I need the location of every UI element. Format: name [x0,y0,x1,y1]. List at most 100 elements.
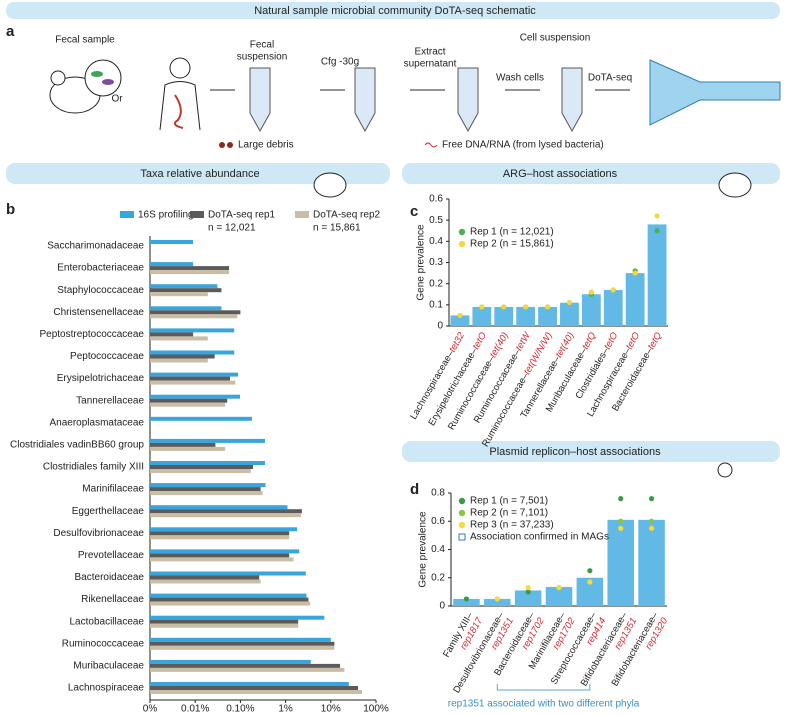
category-label: Marinifilaceae [82,484,144,495]
legend-label: Rep 1 (n = 12,021) [470,227,554,238]
label: Extract [414,47,445,58]
category-gene: tetQ [645,330,664,352]
bar [581,294,601,326]
bar [150,284,218,289]
bacterium [91,71,103,77]
y-tick-label: 0.4 [431,544,445,555]
label: Wash cells [496,73,544,84]
bar [150,663,341,668]
data-point [501,304,507,310]
category-label: Desulfovibrionaceae [53,528,144,539]
bar [150,465,253,469]
category-label: Ruminococcaceae [62,638,145,649]
data-point [610,287,616,293]
bar [150,659,311,664]
bar [607,519,634,606]
data-point [494,596,500,602]
y-tick-label: 0.1 [429,299,443,310]
mouse-ear [50,70,66,86]
label: Large debris [238,140,294,151]
bar [638,519,665,606]
legend-marker [458,228,466,236]
debris-icon [219,142,225,148]
category-label: Erysipelotrichaceae [57,373,145,384]
data-point [618,525,624,531]
gut [173,94,184,129]
panel-letter: d [410,481,419,498]
bar [150,469,251,473]
annotation: rep1351 associated with two different ph… [448,699,640,710]
bar [150,535,290,540]
bar [484,598,511,606]
bar [150,641,335,646]
bacterium [102,79,114,85]
data-point [648,496,655,502]
data-point [463,596,470,602]
category-label: Rikenellaceae [81,594,144,605]
data-point [587,579,593,585]
bar [150,557,294,562]
bar [453,598,480,606]
legend-marker [458,509,466,517]
y-tick-label: 0.5 [429,215,443,226]
legend-marker [458,240,466,248]
bar [150,442,216,447]
bar [516,306,536,326]
bar [150,446,226,451]
category-label: Lactobacillaceae [70,616,145,627]
bar [150,483,266,488]
data-point [648,518,655,524]
label: Fecal sample [55,35,115,46]
bar [150,690,362,694]
data-point [457,312,463,319]
bar [150,491,263,496]
bar [494,306,514,326]
category-label: Christensenellaceae [53,307,144,318]
legend-label: Rep 1 (n = 7,501) [470,496,548,507]
category-label: Peptococcaceae [70,351,144,362]
data-point [618,496,624,502]
y-tick-label: 0 [439,601,445,612]
mouse [313,172,347,198]
y-tick-label: 0.6 [431,516,445,527]
bar [150,531,290,536]
legend-label: Rep 3 (n = 37,233) [470,520,554,531]
bar [150,553,290,558]
bar [150,358,208,363]
category-gene: tet(40) [487,330,510,359]
bar [150,461,265,465]
category-label: Clostridiales family XIII [43,462,144,473]
data-point [523,304,529,310]
bar [150,571,306,576]
category-label: Anaeroplasmataceae [49,417,144,428]
tube [249,67,271,133]
category-gene: tet(40) [553,330,576,359]
y-axis-label: Gene prevalence [416,224,427,301]
label: Fecal [250,40,274,51]
bar [150,394,241,399]
bar [150,288,222,293]
banner [6,163,390,184]
bar [150,615,325,620]
y-tick-label: 0.2 [431,572,445,583]
legend-label: Rep 2 (n = 7,101) [470,508,548,519]
data-point [566,300,573,306]
y-tick-label: 0.4 [429,236,443,247]
bar [150,262,194,267]
category-label: Tannerellaceae [76,395,144,406]
category-label: Prevotellaceae [78,550,145,561]
banner [402,163,780,184]
x-tick-label: 0% [143,704,158,715]
bar [472,306,492,326]
legend-label: Association confirmed in MAGs [470,532,609,543]
x-tick-label: 1% [278,704,293,715]
legend-label: DoTA-seq rep1 [208,210,276,221]
tubes [249,67,583,133]
bar [150,372,239,377]
bar [603,290,623,326]
mouse [718,172,752,198]
bar [150,667,345,672]
bar [150,416,252,421]
bar [150,354,215,359]
